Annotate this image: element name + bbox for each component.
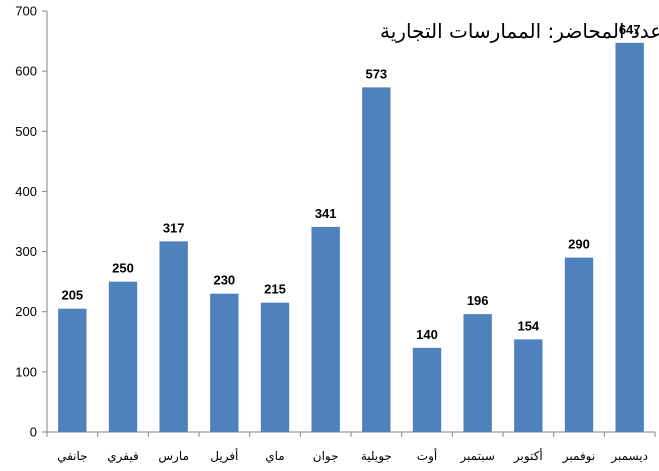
data-label: 317 — [163, 220, 185, 235]
bar — [260, 302, 290, 432]
bar — [564, 257, 594, 432]
category-label: فيفري — [107, 449, 138, 464]
y-tick-label: 100 — [15, 364, 37, 379]
data-label: 290 — [568, 237, 590, 252]
bar — [463, 314, 492, 432]
y-tick-label: 300 — [15, 244, 37, 259]
bar — [362, 87, 391, 432]
category-label: جانفي — [57, 449, 88, 463]
bar — [58, 308, 87, 432]
chart-title: عدد المحاضر: الممارسات التجارية — [380, 19, 659, 43]
category-labels: جانفي فيفري مارس أفريل ماي جوان جويلية أوت سبتمب… — [57, 448, 648, 464]
y-tick-label: 700 — [15, 4, 37, 19]
data-label: 196 — [467, 293, 489, 308]
bar — [108, 281, 138, 432]
bar — [615, 42, 644, 433]
y-tick-label: 200 — [15, 304, 37, 319]
y-tick-label: 0 — [30, 425, 37, 440]
data-label: 154 — [517, 318, 539, 333]
category-label: جوان — [313, 449, 339, 464]
bar — [514, 339, 543, 432]
bar — [210, 293, 239, 432]
category-label: أوت — [417, 448, 437, 464]
data-label: 215 — [264, 282, 286, 297]
y-axis: 0 100 200 300 400 500 600 700 — [15, 4, 48, 440]
category-label: أفريل — [210, 448, 238, 464]
category-label: نوفمبر — [562, 449, 595, 464]
bar — [412, 347, 442, 432]
y-tick-label: 500 — [15, 124, 37, 139]
data-label: 230 — [213, 273, 235, 288]
category-label: جويلية — [361, 449, 392, 464]
category-label: سبتمبر — [459, 449, 494, 464]
bars — [58, 42, 644, 433]
data-label: 647 — [619, 22, 641, 37]
y-tick-label: 400 — [15, 184, 37, 199]
bar — [159, 241, 188, 432]
y-tick-label: 600 — [15, 64, 37, 79]
data-label: 205 — [61, 288, 83, 303]
category-label: ديسمبر — [610, 449, 648, 464]
bar — [311, 226, 340, 432]
data-label: 573 — [365, 66, 387, 81]
data-labels: 205 250 317 230 215 341 573 140 196 154 290 647 — [61, 22, 640, 342]
data-label: 140 — [416, 327, 438, 342]
category-label: أكتوبر — [513, 448, 543, 464]
category-label: ماي — [265, 449, 284, 463]
category-label: مارس — [158, 449, 189, 464]
data-label: 250 — [112, 261, 134, 276]
x-axis — [46, 431, 656, 437]
data-label: 341 — [315, 206, 337, 221]
